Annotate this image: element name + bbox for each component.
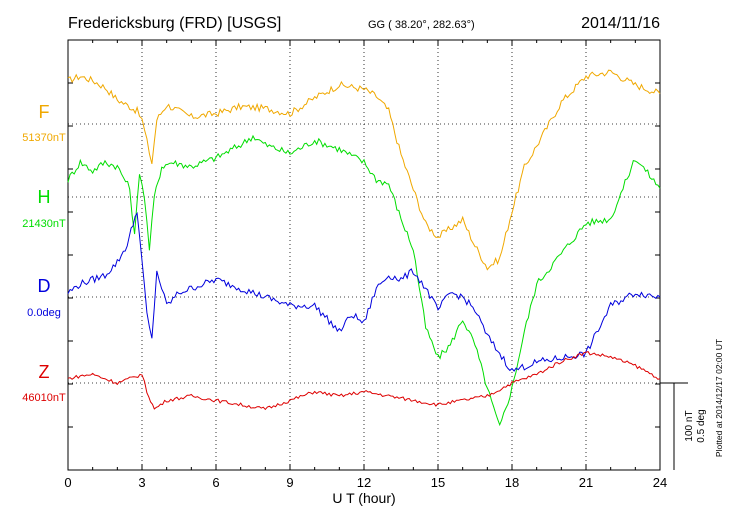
series-line-f [67,69,661,271]
x-tick-label: 18 [505,475,519,490]
x-tick-label: 21 [579,475,593,490]
series-baseline-f: 51370nT [22,132,66,144]
x-tick-label: 12 [357,475,371,490]
series-line-h [67,134,661,427]
series-baseline-d: 0.0deg [27,307,61,319]
series-name-d: D [38,276,51,296]
x-tick-label: 0 [64,475,71,490]
x-axis-ticks: 0 3 6 9 12 15 18 21 24 [64,39,667,490]
x-axis-label: U T (hour) [332,490,395,506]
scale-label-nt: 100 nT [684,410,695,441]
series-lines [67,69,661,427]
plotted-at-note: Plotted at 2014/12/17 02:00 UT [714,339,724,457]
series-name-z: Z [39,362,50,382]
x-tick-label: 9 [286,475,293,490]
x-tick-label: 3 [138,475,145,490]
series-name-f: F [39,102,50,122]
scale-label-deg: 0.5 deg [696,409,707,442]
grid [68,40,660,470]
series-baseline-z: 46010nT [22,392,66,404]
series-labels: F 51370nT H 21430nT D 0.0deg Z 46010nT [22,102,66,404]
series-baseline-h: 21430nT [22,218,66,230]
series-line-d [67,211,661,372]
x-tick-label: 6 [212,475,219,490]
date-label: 2014/11/16 [581,15,660,32]
x-tick-label: 24 [653,475,667,490]
coordinates-label: GG ( 38.20°, 282.63°) [368,19,475,31]
x-tick-label: 15 [431,475,445,490]
series-name-h: H [38,187,51,207]
series-line-z [67,351,661,411]
station-title: Fredericksburg (FRD) [USGS] [68,15,281,32]
